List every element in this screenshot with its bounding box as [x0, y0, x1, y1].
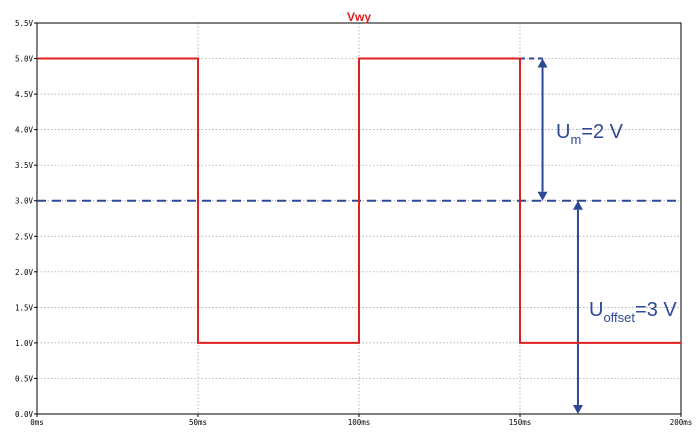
y-tick-label: 0.0V	[15, 410, 34, 419]
y-tick-label: 1.5V	[15, 303, 34, 312]
x-tick-label: 200ms	[670, 418, 693, 427]
um-double-arrow	[537, 58, 548, 201]
annotation-labels: Um=2 V Uoffset=3 V	[556, 121, 677, 325]
axis-ticks: 0.0V 0.5V 1.0V 1.5V 2.0V 2.5V 3.0V 3.5V 4.0V 4.5V…	[15, 19, 692, 427]
y-tick-label: 2.0V	[15, 268, 34, 277]
x-tick-label: 150ms	[509, 418, 532, 427]
arrow-head-up	[572, 200, 583, 210]
y-tick-label: 1.0V	[15, 339, 34, 348]
arrow-head-up	[537, 58, 548, 68]
y-tick-label: 3.0V	[15, 197, 34, 206]
y-tick-label: 0.5V	[15, 374, 34, 383]
y-tick-label: 4.0V	[15, 126, 34, 135]
x-tick-label: 0ms	[30, 418, 44, 427]
chart-title: Vwy	[347, 10, 371, 24]
x-tick-label: 100ms	[348, 418, 371, 427]
series-line-vwy	[37, 57, 681, 344]
offset-double-arrow	[572, 200, 583, 414]
x-tick-label: 50ms	[189, 418, 207, 427]
y-tick-label: 5.5V	[15, 19, 34, 28]
arrow-head-down	[572, 405, 583, 414]
um-label: Um=2 V	[556, 121, 624, 147]
arrow-head-down	[537, 191, 548, 201]
offset-label: Uoffset=3 V	[589, 299, 677, 325]
y-tick-label: 5.0V	[15, 55, 34, 64]
y-tick-label: 3.5V	[15, 161, 34, 170]
y-tick-label: 4.5V	[15, 90, 34, 99]
y-tick-label: 2.5V	[15, 232, 34, 241]
